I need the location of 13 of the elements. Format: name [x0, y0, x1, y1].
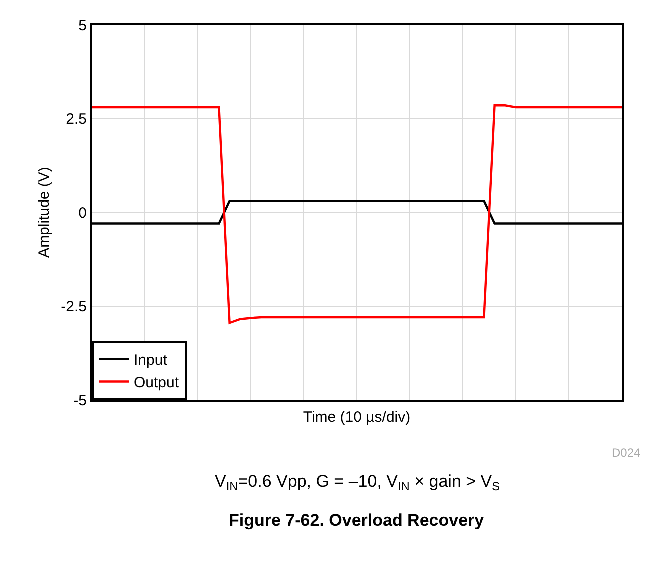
y-tick-label: -5 [74, 392, 87, 410]
caption: Figure 7-62. Overload Recovery [229, 511, 485, 530]
y-tick-label: 5 [78, 17, 87, 34]
x-axis-title: Time (10 µs/div) [303, 408, 411, 426]
text: V$_{IN}$=0.6 Vpp, G = –10, V$_{IN}$ × gain > V$_{S}$ [215, 472, 500, 494]
line-series [92, 104, 622, 324]
y-axis-title: Amplitude (V) [36, 167, 53, 258]
y-tick-label: 0 [78, 204, 87, 222]
legend-label: Output [134, 374, 180, 392]
text: D024 [612, 446, 642, 460]
legend-label: Input [134, 352, 168, 370]
y-tick-label: -2.5 [61, 298, 87, 316]
y-tick-label: 2.5 [66, 111, 87, 128]
